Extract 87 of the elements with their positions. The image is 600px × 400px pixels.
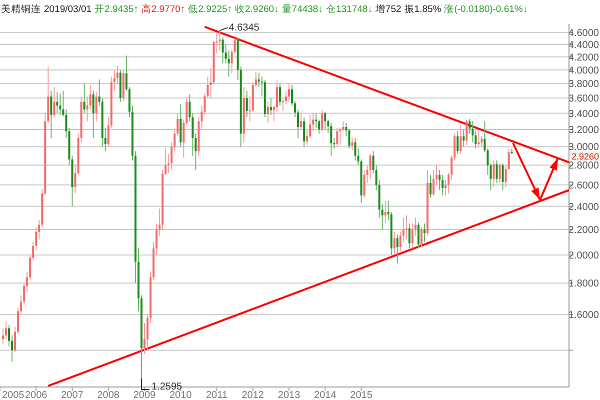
text: 振1.85% [404, 3, 442, 15]
y-tick-label: 2.4000 [568, 202, 600, 213]
candlestick [56, 92, 58, 114]
x-tick-label: 2010 [170, 390, 192, 400]
y-tick-label: 3.2000 [568, 124, 600, 136]
candlestick [321, 110, 324, 132]
candlestick [278, 83, 281, 106]
candlestick [59, 93, 62, 116]
candlestick [50, 90, 52, 138]
candlestick [330, 122, 332, 156]
y-tick-label: 3.6000 [568, 94, 600, 105]
y-tick-label: 4.2000 [568, 52, 600, 64]
chart-title: 美精铜连 [1, 3, 41, 15]
candlestick [53, 86, 56, 118]
y-tick-label: 1.8000 [568, 278, 600, 290]
text: 高2.9770↑ [141, 3, 186, 15]
candlestick [92, 90, 94, 138]
x-tick-label: 2012 [242, 390, 264, 400]
x-tick-label: 2013 [278, 390, 301, 400]
candlestick [95, 92, 98, 122]
x-tick-label: 2007 [61, 390, 84, 400]
y-tick-label: 2.0000 [568, 250, 600, 262]
candlestick [417, 222, 420, 249]
candlestick [180, 104, 182, 148]
y-tick-label: 2.8000 [568, 160, 600, 172]
x-tick-label: 2014 [314, 390, 337, 400]
y-tick-label: 2.2000 [568, 225, 600, 236]
candlestick [498, 162, 501, 184]
x-tick-label: 2015 [350, 390, 373, 400]
candlestick [266, 101, 269, 124]
candlestick [492, 160, 495, 188]
candlestick [246, 90, 248, 118]
candlestick [83, 83, 86, 114]
candlestick [430, 174, 432, 198]
text: 2019/03/01 [44, 4, 92, 15]
candlestick [369, 153, 372, 180]
x-tick-label: 2005 [2, 390, 25, 400]
price-tag: 2.9260 [570, 151, 600, 162]
candlestick [300, 111, 302, 130]
y-tick-label: 2.6000 [568, 180, 600, 192]
x-tick-label: 2009 [133, 390, 156, 400]
text: 收2.9260↓ [234, 4, 279, 15]
candlestick [384, 200, 386, 224]
candlestick [218, 30, 221, 52]
candlestick [393, 231, 396, 256]
candlestick [466, 119, 468, 146]
candlestick [496, 160, 498, 184]
y-tick-label: 4.0000 [568, 65, 600, 76]
candlestick [336, 127, 338, 148]
x-tick-label: 2006 [25, 390, 48, 400]
candlestick [363, 169, 366, 198]
annotation: 1.2595 [141, 378, 182, 392]
candlestick [432, 169, 435, 196]
candlestick [456, 130, 459, 154]
text: 仓131748↓ [326, 3, 372, 15]
candlestick [210, 67, 212, 99]
text: 开2.9435↑ [94, 4, 138, 15]
y-tick-label: 1.6000 [568, 310, 600, 322]
x-tick-label: 2011 [206, 390, 228, 400]
y-tick-label: 3.8000 [568, 79, 600, 90]
candlestick [442, 174, 444, 196]
candlestick [303, 116, 306, 148]
candlestick [502, 162, 504, 191]
candlestick [222, 36, 224, 64]
candlestick [408, 223, 410, 249]
annotation: 4.6345 [219, 22, 260, 34]
candlestick [324, 111, 326, 130]
text: 增752 [374, 3, 402, 15]
candlestick [423, 223, 426, 242]
candlestick [420, 226, 422, 248]
annotation: 4.6345 [228, 22, 260, 34]
candlestick [351, 137, 354, 151]
candlestick [270, 98, 272, 116]
x-tick-label: 2008 [97, 390, 120, 400]
y-tick-label: 4.6000 [568, 28, 600, 40]
text: 涨(-0.0180)-0.61%↓ [444, 3, 528, 15]
candlestick [396, 234, 398, 264]
candlestick [354, 137, 356, 161]
annotation: 1.2595 [151, 381, 183, 392]
y-tick-label: 4.4000 [568, 40, 600, 51]
y-tick-label: 3.0000 [568, 142, 600, 154]
candlestick [460, 124, 462, 154]
text: 量74438↓ [282, 4, 323, 15]
candlestick [462, 128, 465, 148]
y-tick-label: 3.4000 [568, 108, 600, 120]
text: 低2.9225↑ [188, 4, 232, 15]
candlestick [288, 83, 290, 102]
